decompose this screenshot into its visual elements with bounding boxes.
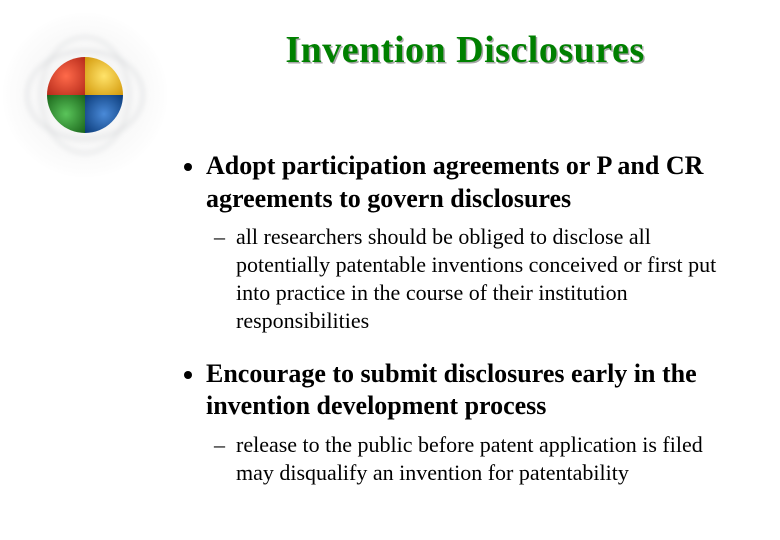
bullet-item: Adopt participation agreements or P and … <box>206 150 730 336</box>
sub-bullet-list: all researchers should be obliged to dis… <box>206 223 730 336</box>
bullet-text: Encourage to submit disclosures early in… <box>206 359 697 421</box>
slide-body: Adopt participation agreements or P and … <box>180 150 730 509</box>
slide: Invention Disclosures Adopt participatio… <box>0 0 780 540</box>
sub-bullet-text: all researchers should be obliged to dis… <box>236 224 716 333</box>
sub-bullet-text: release to the public before patent appl… <box>236 432 703 485</box>
sub-bullet-list: release to the public before patent appl… <box>206 431 730 487</box>
sub-bullet-item: release to the public before patent appl… <box>236 431 730 487</box>
logo <box>0 10 170 180</box>
bullet-item: Encourage to submit disclosures early in… <box>206 358 730 487</box>
sub-bullet-item: all researchers should be obliged to dis… <box>236 223 730 336</box>
bullet-list: Adopt participation agreements or P and … <box>180 150 730 487</box>
bullet-text: Adopt participation agreements or P and … <box>206 151 703 213</box>
title-text: Invention Disclosures <box>285 29 644 71</box>
slide-title: Invention Disclosures <box>190 28 740 72</box>
